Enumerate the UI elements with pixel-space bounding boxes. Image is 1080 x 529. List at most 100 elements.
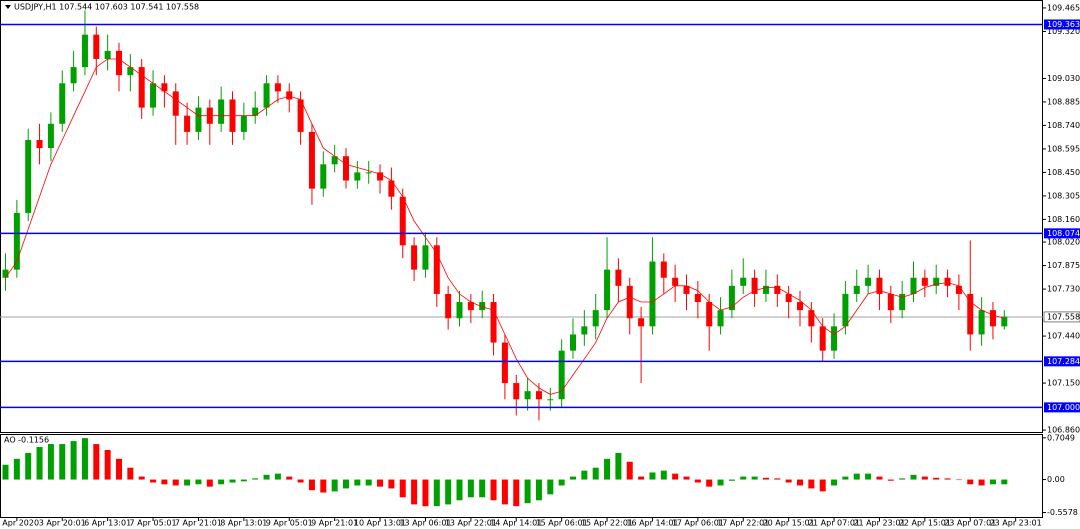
candle-body	[93, 34, 100, 59]
candle-body	[184, 115, 191, 132]
candle-body	[467, 302, 474, 311]
current-price-box	[1043, 311, 1080, 323]
oscillator-bar	[354, 479, 361, 486]
y-tick-label: 109.465	[1047, 3, 1080, 12]
level-label-box	[1044, 402, 1080, 413]
candle-body	[399, 196, 406, 246]
candle-body	[433, 245, 440, 294]
chart-title: USDJPY,H1 107.544 107.603 107.541 107.55…	[14, 3, 199, 12]
oscillator-bar	[774, 478, 781, 480]
candle-body	[774, 285, 781, 294]
oscillator-bar	[59, 444, 66, 480]
oscillator-bar	[535, 479, 542, 501]
oscillator-bar	[660, 470, 667, 480]
candle-body	[252, 107, 259, 116]
y-tick-label: 107.440	[1047, 332, 1080, 341]
x-tick-label: 17 Apr 22:01	[717, 519, 769, 528]
candle-body	[1001, 316, 1008, 327]
oscillator-bar	[558, 479, 565, 486]
candle-body	[490, 302, 497, 343]
y-tick-label: 106.860	[1047, 426, 1080, 435]
candle-body	[274, 83, 281, 92]
oscillator-bar	[104, 449, 111, 480]
level-label: 108.074	[1047, 229, 1080, 238]
candle-body	[456, 302, 463, 319]
y-tick-label: 108.450	[1047, 168, 1080, 177]
oscillator-bar	[683, 476, 690, 480]
oscillator-label: AO -0.1156	[4, 436, 49, 445]
y2-tick-label: 0.00	[1047, 475, 1065, 484]
candle-body	[592, 310, 599, 327]
candle-body	[967, 293, 974, 335]
oscillator-bar	[1001, 479, 1008, 485]
candle-body	[320, 164, 327, 189]
oscillator-bar	[433, 479, 440, 507]
y-tick-label: 108.885	[1047, 97, 1080, 106]
oscillator-bar	[467, 479, 474, 498]
oscillator-bar	[989, 479, 996, 485]
candle-body	[161, 83, 168, 92]
oscillator-bar	[116, 458, 122, 480]
x-tick-label: 6 Apr 13:01	[84, 519, 131, 528]
oscillator-bar	[626, 461, 633, 480]
candle-body	[81, 34, 88, 68]
oscillator-bar	[728, 479, 735, 481]
oscillator-bar	[138, 476, 145, 480]
x-tick-label: 23 Apr 23:01	[990, 519, 1042, 528]
candle-body	[683, 285, 690, 294]
oscillator-bar	[808, 479, 815, 489]
oscillator-bar	[910, 474, 917, 480]
oscillator-bar	[785, 479, 792, 483]
candle-body	[944, 277, 951, 286]
oscillator-bar	[240, 479, 247, 482]
x-tick-label: 3 Apr 20:01	[39, 519, 86, 528]
x-tick-label: 15 Apr 06:01	[536, 519, 588, 528]
oscillator-bar	[479, 479, 486, 498]
oscillator-bar	[252, 478, 259, 480]
oscillator-bar	[445, 479, 452, 505]
oscillator-bar	[127, 467, 134, 480]
candle-body	[649, 261, 656, 327]
candle-body	[13, 212, 20, 270]
oscillator-bar	[694, 479, 701, 483]
y-tick-label: 108.595	[1047, 144, 1080, 153]
oscillator-bar	[649, 472, 656, 480]
y-tick-label: 108.160	[1047, 215, 1080, 224]
candle-body	[286, 91, 293, 100]
y-tick-label: 107.150	[1047, 379, 1080, 388]
x-tick-label: 7 Apr 21:01	[175, 519, 222, 528]
candle-body	[706, 302, 713, 327]
candle-body	[785, 293, 792, 303]
x-tick-label: 22 Apr 15:01	[899, 519, 951, 528]
oscillator-bar	[978, 479, 985, 486]
candle-body	[581, 326, 588, 335]
candle-body	[978, 310, 985, 335]
oscillator-bar	[876, 476, 883, 480]
candle-body	[2, 269, 9, 278]
candle-body	[524, 391, 531, 400]
y-tick-label: 107.875	[1047, 261, 1080, 270]
y2-tick-label: 0.7049	[1047, 433, 1075, 442]
candle-body	[570, 334, 576, 351]
oscillator-bar	[286, 476, 293, 480]
oscillator-bar	[831, 479, 838, 486]
y-tick-label: 107.730	[1047, 285, 1080, 294]
candle-body	[547, 399, 554, 401]
x-tick-label: 17 Apr 06:01	[672, 519, 724, 528]
x-tick-label: 14 Apr 14:01	[490, 519, 542, 528]
candle-body	[263, 83, 270, 108]
oscillator-bar	[955, 479, 962, 481]
oscillator-bar	[638, 476, 645, 480]
oscillator-bar	[819, 479, 826, 492]
candle-body	[377, 172, 384, 181]
candle-body	[604, 269, 611, 311]
candle-body	[218, 99, 225, 124]
oscillator-bar	[47, 444, 54, 480]
oscillator-bar	[762, 477, 769, 480]
candle-body	[853, 285, 860, 294]
candle-body	[740, 277, 747, 286]
y-tick-label: 108.740	[1047, 121, 1080, 130]
candle-body	[865, 277, 872, 286]
level-label-box	[1044, 19, 1080, 30]
